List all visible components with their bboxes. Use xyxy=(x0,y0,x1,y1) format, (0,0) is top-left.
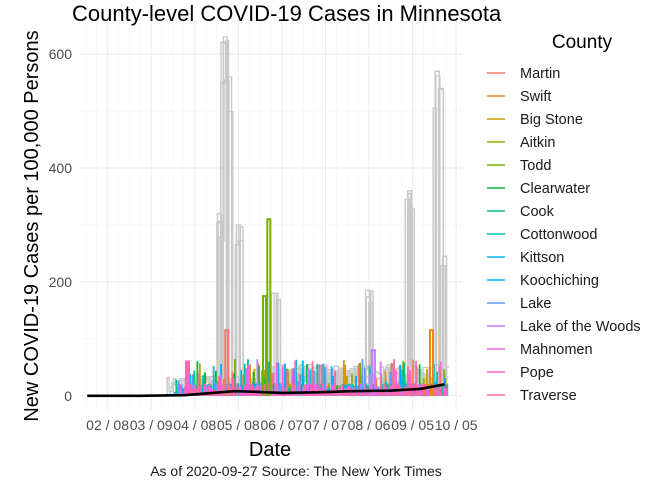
peak-todd xyxy=(266,218,272,396)
x-axis-label: Date xyxy=(249,439,291,461)
x-tick-label: 08 / 06 xyxy=(348,417,391,433)
background-county-series xyxy=(166,36,450,397)
peak-swift xyxy=(428,329,434,396)
peak-todd xyxy=(261,295,267,396)
chart-title: County-level COVID-19 Cases in Minnesota xyxy=(72,1,502,26)
y-tick-label: 200 xyxy=(49,274,73,290)
legend-item-label: Traverse xyxy=(520,388,577,404)
gray-peak xyxy=(434,70,441,396)
legend-item-label: Clearwater xyxy=(520,181,590,197)
gray-peak xyxy=(216,212,223,396)
legend-item-label: Martin xyxy=(520,66,560,82)
gray-peak xyxy=(226,76,233,396)
peak-martin xyxy=(224,329,230,396)
gray-peak xyxy=(364,289,371,396)
y-tick-label: 600 xyxy=(49,46,73,62)
chart-caption: As of 2020-09-27 Source: The New York Ti… xyxy=(150,463,442,479)
x-tick-label: 10 / 05 xyxy=(435,417,478,433)
y-axis-tick-labels: 0 200 400 600 xyxy=(49,46,73,404)
peak-pope xyxy=(184,360,190,396)
legend-item-label: Lake of the Woods xyxy=(520,319,641,335)
x-tick-label: 09 / 05 xyxy=(391,417,434,433)
peak-lake-of-the-woods xyxy=(370,349,376,396)
x-tick-label: 03 / 09 xyxy=(130,417,173,433)
gray-county-series xyxy=(166,39,448,397)
legend-item-label: Mahnomen xyxy=(520,342,593,358)
grid-lines xyxy=(80,20,462,410)
y-axis-label: New COVID-19 Cases per 100,000 Persons xyxy=(21,30,43,421)
legend-item-label: Big Stone xyxy=(520,112,583,128)
gray-peak xyxy=(273,292,279,396)
highlighted-county-series xyxy=(184,218,434,396)
legend-item-label: Swift xyxy=(520,89,551,105)
legend-item-label: Todd xyxy=(520,158,551,174)
y-tick-label: 400 xyxy=(49,160,73,176)
state-trend-line xyxy=(87,383,445,398)
legend: Martin Swift Big Stone Aitkin Todd Clearwater… xyxy=(487,66,641,404)
legend-item-label: Kittson xyxy=(520,250,564,266)
gray-county-series xyxy=(172,88,449,397)
x-tick-label: 05 / 08 xyxy=(217,417,260,433)
gray-peak xyxy=(407,190,413,396)
legend-item-label: Pope xyxy=(520,365,554,381)
x-tick-label: 04 / 08 xyxy=(173,417,216,433)
legend-item-label: Koochiching xyxy=(520,273,599,289)
legend-item-label: Aitkin xyxy=(520,135,555,151)
gray-peak xyxy=(441,255,448,396)
x-tick-label: 07 / 07 xyxy=(304,417,347,433)
x-tick-label: 06 / 07 xyxy=(260,417,303,433)
legend-item-label: Lake xyxy=(520,296,551,312)
legend-item-label: Cook xyxy=(520,204,555,220)
x-axis-tick-labels: 02 / 08 03 / 09 04 / 08 05 / 08 06 / 07 07 / … xyxy=(86,417,478,433)
y-tick-label: 0 xyxy=(64,388,72,404)
gray-peak xyxy=(235,224,242,396)
legend-item-label: Cottonwood xyxy=(520,227,597,243)
x-tick-label: 02 / 08 xyxy=(86,417,129,433)
legend-title: County xyxy=(552,32,613,53)
